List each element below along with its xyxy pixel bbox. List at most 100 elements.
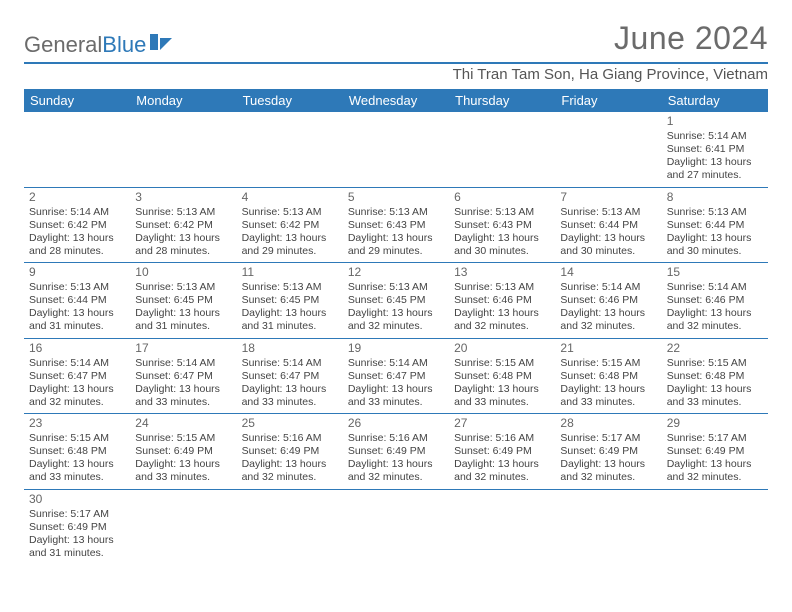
day-cell: 5Sunrise: 5:13 AMSunset: 6:43 PMDaylight… bbox=[343, 187, 449, 263]
daylight-text: and 32 minutes. bbox=[667, 320, 763, 333]
daylight-text: and 32 minutes. bbox=[560, 320, 656, 333]
sunset-text: Sunset: 6:48 PM bbox=[560, 370, 656, 383]
day-number: 7 bbox=[560, 190, 656, 205]
sunset-text: Sunset: 6:46 PM bbox=[560, 294, 656, 307]
col-tue: Tuesday bbox=[237, 89, 343, 112]
daylight-text: Daylight: 13 hours bbox=[29, 383, 125, 396]
sunrise-text: Sunrise: 5:14 AM bbox=[135, 357, 231, 370]
col-wed: Wednesday bbox=[343, 89, 449, 112]
day-number: 8 bbox=[667, 190, 763, 205]
sunrise-text: Sunrise: 5:15 AM bbox=[667, 357, 763, 370]
empty-cell bbox=[130, 112, 236, 187]
empty-cell bbox=[555, 489, 661, 564]
day-number: 25 bbox=[242, 416, 338, 431]
day-number: 13 bbox=[454, 265, 550, 280]
day-cell: 26Sunrise: 5:16 AMSunset: 6:49 PMDayligh… bbox=[343, 414, 449, 490]
week-row: 23Sunrise: 5:15 AMSunset: 6:48 PMDayligh… bbox=[24, 414, 768, 490]
day-number: 30 bbox=[29, 492, 125, 507]
daylight-text: and 32 minutes. bbox=[348, 471, 444, 484]
sunset-text: Sunset: 6:47 PM bbox=[29, 370, 125, 383]
month-title: June 2024 bbox=[614, 20, 768, 57]
day-number: 12 bbox=[348, 265, 444, 280]
calendar-table: Sunday Monday Tuesday Wednesday Thursday… bbox=[24, 89, 768, 564]
col-fri: Friday bbox=[555, 89, 661, 112]
daylight-text: Daylight: 13 hours bbox=[242, 307, 338, 320]
daylight-text: and 33 minutes. bbox=[348, 396, 444, 409]
daylight-text: Daylight: 13 hours bbox=[348, 458, 444, 471]
sunrise-text: Sunrise: 5:16 AM bbox=[242, 432, 338, 445]
day-number: 9 bbox=[29, 265, 125, 280]
week-row: 30Sunrise: 5:17 AMSunset: 6:49 PMDayligh… bbox=[24, 489, 768, 564]
week-row: 2Sunrise: 5:14 AMSunset: 6:42 PMDaylight… bbox=[24, 187, 768, 263]
daylight-text: and 31 minutes. bbox=[29, 320, 125, 333]
sunset-text: Sunset: 6:49 PM bbox=[29, 521, 125, 534]
daylight-text: Daylight: 13 hours bbox=[560, 307, 656, 320]
sunrise-text: Sunrise: 5:14 AM bbox=[29, 206, 125, 219]
sunrise-text: Sunrise: 5:14 AM bbox=[667, 130, 763, 143]
sunrise-text: Sunrise: 5:13 AM bbox=[135, 281, 231, 294]
day-cell: 1Sunrise: 5:14 AMSunset: 6:41 PMDaylight… bbox=[662, 112, 768, 187]
day-cell: 14Sunrise: 5:14 AMSunset: 6:46 PMDayligh… bbox=[555, 263, 661, 339]
day-number: 15 bbox=[667, 265, 763, 280]
day-cell: 12Sunrise: 5:13 AMSunset: 6:45 PMDayligh… bbox=[343, 263, 449, 339]
day-number: 3 bbox=[135, 190, 231, 205]
daylight-text: Daylight: 13 hours bbox=[667, 156, 763, 169]
sunrise-text: Sunrise: 5:13 AM bbox=[454, 206, 550, 219]
sunrise-text: Sunrise: 5:17 AM bbox=[560, 432, 656, 445]
daylight-text: Daylight: 13 hours bbox=[667, 307, 763, 320]
daylight-text: Daylight: 13 hours bbox=[454, 232, 550, 245]
sunrise-text: Sunrise: 5:13 AM bbox=[348, 281, 444, 294]
empty-cell bbox=[662, 489, 768, 564]
sunrise-text: Sunrise: 5:13 AM bbox=[242, 281, 338, 294]
empty-cell bbox=[343, 489, 449, 564]
empty-cell bbox=[237, 489, 343, 564]
daylight-text: Daylight: 13 hours bbox=[348, 383, 444, 396]
week-row: 16Sunrise: 5:14 AMSunset: 6:47 PMDayligh… bbox=[24, 338, 768, 414]
sunset-text: Sunset: 6:49 PM bbox=[135, 445, 231, 458]
day-number: 20 bbox=[454, 341, 550, 356]
day-cell: 6Sunrise: 5:13 AMSunset: 6:43 PMDaylight… bbox=[449, 187, 555, 263]
daylight-text: and 30 minutes. bbox=[454, 245, 550, 258]
brand-part2: Blue bbox=[102, 32, 146, 58]
empty-cell bbox=[24, 112, 130, 187]
daylight-text: and 33 minutes. bbox=[667, 396, 763, 409]
sunrise-text: Sunrise: 5:14 AM bbox=[242, 357, 338, 370]
sunset-text: Sunset: 6:44 PM bbox=[667, 219, 763, 232]
col-thu: Thursday bbox=[449, 89, 555, 112]
daylight-text: Daylight: 13 hours bbox=[454, 307, 550, 320]
daylight-text: and 32 minutes. bbox=[667, 471, 763, 484]
daylight-text: Daylight: 13 hours bbox=[560, 458, 656, 471]
sunrise-text: Sunrise: 5:16 AM bbox=[454, 432, 550, 445]
daylight-text: and 31 minutes. bbox=[242, 320, 338, 333]
day-cell: 23Sunrise: 5:15 AMSunset: 6:48 PMDayligh… bbox=[24, 414, 130, 490]
daylight-text: and 28 minutes. bbox=[135, 245, 231, 258]
sunrise-text: Sunrise: 5:13 AM bbox=[135, 206, 231, 219]
sunset-text: Sunset: 6:45 PM bbox=[242, 294, 338, 307]
day-number: 14 bbox=[560, 265, 656, 280]
daylight-text: Daylight: 13 hours bbox=[667, 383, 763, 396]
daylight-text: Daylight: 13 hours bbox=[348, 232, 444, 245]
sunrise-text: Sunrise: 5:16 AM bbox=[348, 432, 444, 445]
daylight-text: Daylight: 13 hours bbox=[135, 458, 231, 471]
day-cell: 27Sunrise: 5:16 AMSunset: 6:49 PMDayligh… bbox=[449, 414, 555, 490]
day-number: 11 bbox=[242, 265, 338, 280]
sunrise-text: Sunrise: 5:15 AM bbox=[454, 357, 550, 370]
empty-cell bbox=[130, 489, 236, 564]
day-cell: 29Sunrise: 5:17 AMSunset: 6:49 PMDayligh… bbox=[662, 414, 768, 490]
brand-part1: General bbox=[24, 32, 102, 58]
daylight-text: Daylight: 13 hours bbox=[135, 232, 231, 245]
day-number: 6 bbox=[454, 190, 550, 205]
daylight-text: and 32 minutes. bbox=[29, 396, 125, 409]
daylight-text: Daylight: 13 hours bbox=[560, 232, 656, 245]
daylight-text: and 33 minutes. bbox=[29, 471, 125, 484]
day-number: 5 bbox=[348, 190, 444, 205]
sunrise-text: Sunrise: 5:17 AM bbox=[667, 432, 763, 445]
sunrise-text: Sunrise: 5:13 AM bbox=[560, 206, 656, 219]
daylight-text: Daylight: 13 hours bbox=[454, 458, 550, 471]
flag-icon bbox=[150, 32, 178, 58]
day-number: 22 bbox=[667, 341, 763, 356]
sunrise-text: Sunrise: 5:13 AM bbox=[242, 206, 338, 219]
daylight-text: and 31 minutes. bbox=[29, 547, 125, 560]
sunset-text: Sunset: 6:48 PM bbox=[667, 370, 763, 383]
daylight-text: Daylight: 13 hours bbox=[242, 383, 338, 396]
